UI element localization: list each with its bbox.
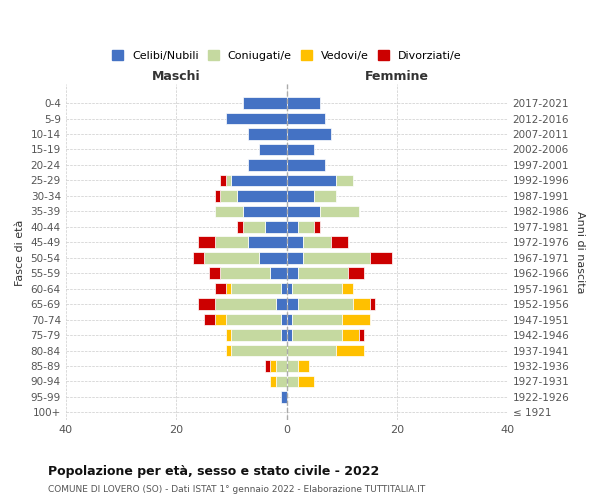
Bar (270, 376, 275, 388)
Bar (237, 221, 242, 232)
Bar (287, 98, 320, 109)
Bar (298, 221, 314, 232)
Text: COMUNE DI LOVERO (SO) - Dati ISTAT 1° gennaio 2022 - Elaborazione TUTTITALIA.IT: COMUNE DI LOVERO (SO) - Dati ISTAT 1° ge… (48, 485, 425, 494)
Bar (232, 174, 287, 186)
Bar (287, 252, 304, 264)
Bar (287, 314, 292, 326)
Bar (215, 298, 275, 310)
Bar (287, 330, 292, 341)
Bar (287, 344, 337, 356)
Bar (342, 283, 353, 294)
Bar (226, 283, 232, 294)
Bar (215, 190, 220, 202)
Bar (359, 330, 364, 341)
Bar (232, 344, 287, 356)
Bar (287, 174, 337, 186)
Bar (320, 206, 359, 217)
Bar (226, 112, 287, 124)
Bar (259, 144, 287, 156)
Bar (220, 268, 270, 279)
Y-axis label: Fasce di età: Fasce di età (15, 219, 25, 286)
Bar (287, 236, 304, 248)
Bar (314, 190, 337, 202)
Bar (248, 159, 287, 170)
Bar (232, 330, 281, 341)
Bar (314, 221, 320, 232)
Bar (370, 298, 375, 310)
Bar (209, 268, 220, 279)
Bar (226, 344, 232, 356)
Bar (298, 376, 314, 388)
Bar (226, 330, 232, 341)
Bar (275, 298, 287, 310)
Bar (237, 190, 287, 202)
Bar (353, 298, 370, 310)
Bar (215, 283, 226, 294)
Bar (287, 376, 298, 388)
Bar (270, 360, 275, 372)
Bar (298, 268, 347, 279)
Bar (342, 314, 370, 326)
Bar (215, 206, 242, 217)
Bar (232, 283, 281, 294)
Bar (287, 112, 325, 124)
Bar (265, 221, 287, 232)
Bar (281, 314, 287, 326)
Bar (248, 236, 287, 248)
Bar (199, 236, 215, 248)
Bar (287, 128, 331, 140)
Bar (287, 283, 292, 294)
Text: Maschi: Maschi (152, 70, 200, 83)
Y-axis label: Anni di nascita: Anni di nascita (575, 211, 585, 294)
Bar (287, 268, 298, 279)
Bar (242, 206, 287, 217)
Text: Femmine: Femmine (365, 70, 429, 83)
Bar (287, 221, 298, 232)
Bar (304, 236, 331, 248)
Bar (298, 360, 309, 372)
Bar (337, 174, 353, 186)
Bar (342, 330, 359, 341)
Bar (204, 252, 259, 264)
Legend: Celibi/Nubili, Coniugati/e, Vedovi/e, Divorziati/e: Celibi/Nubili, Coniugati/e, Vedovi/e, Di… (109, 46, 464, 64)
Bar (193, 252, 204, 264)
Text: Popolazione per età, sesso e stato civile - 2022: Popolazione per età, sesso e stato civil… (48, 465, 379, 478)
Bar (287, 159, 325, 170)
Bar (298, 298, 353, 310)
Bar (287, 360, 298, 372)
Bar (226, 314, 281, 326)
Bar (275, 360, 287, 372)
Bar (337, 344, 364, 356)
Bar (242, 98, 287, 109)
Bar (287, 206, 320, 217)
Bar (248, 128, 287, 140)
Bar (215, 236, 248, 248)
Bar (199, 298, 215, 310)
Bar (270, 268, 287, 279)
Bar (259, 252, 287, 264)
Bar (220, 190, 237, 202)
Bar (215, 314, 226, 326)
Bar (304, 252, 370, 264)
Bar (287, 298, 298, 310)
Bar (292, 283, 342, 294)
Bar (275, 376, 287, 388)
Bar (220, 174, 226, 186)
Bar (287, 144, 314, 156)
Bar (226, 174, 232, 186)
Bar (204, 314, 215, 326)
Bar (331, 236, 347, 248)
Bar (370, 252, 392, 264)
Bar (347, 268, 364, 279)
Bar (265, 360, 270, 372)
Bar (281, 283, 287, 294)
Bar (292, 314, 342, 326)
Bar (281, 330, 287, 341)
Bar (287, 190, 314, 202)
Bar (242, 221, 265, 232)
Bar (281, 391, 287, 402)
Bar (292, 330, 342, 341)
